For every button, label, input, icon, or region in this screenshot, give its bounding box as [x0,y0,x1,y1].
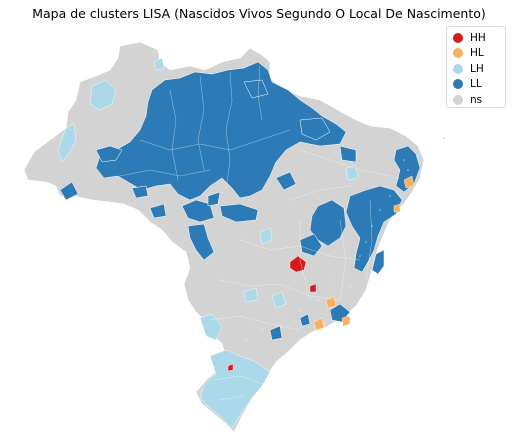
legend-marker-hl [453,48,463,59]
cluster-lh-regions [57,57,359,429]
legend-item-hh: HH [453,30,505,46]
legend-item-ll: LL [453,77,505,93]
island-marker [443,137,445,139]
legend-marker-ns [453,94,463,105]
cluster-ll-regions [59,61,421,341]
legend-marker-ll [453,79,463,90]
cluster-hl-regions [313,175,415,331]
legend-label-hh: HH [470,31,486,44]
legend-label-ns: ns [470,93,483,106]
legend-item-ns: ns [453,92,505,108]
legend-item-lh: LH [453,61,505,77]
map-title: Mapa de clusters LISA (Nascidos Vivos Se… [32,6,486,21]
legend-label-ll: LL [470,78,482,91]
legend-label-hl: HL [470,47,484,60]
legend-label-lh: LH [470,62,484,75]
municipal-borders [119,65,391,401]
legend-marker-lh [453,63,463,74]
coastal-municipal-speckle [245,159,409,341]
legend: HH HL LH LL ns [446,26,506,108]
legend-item-hl: HL [453,46,505,62]
legend-marker-hh [453,32,463,43]
